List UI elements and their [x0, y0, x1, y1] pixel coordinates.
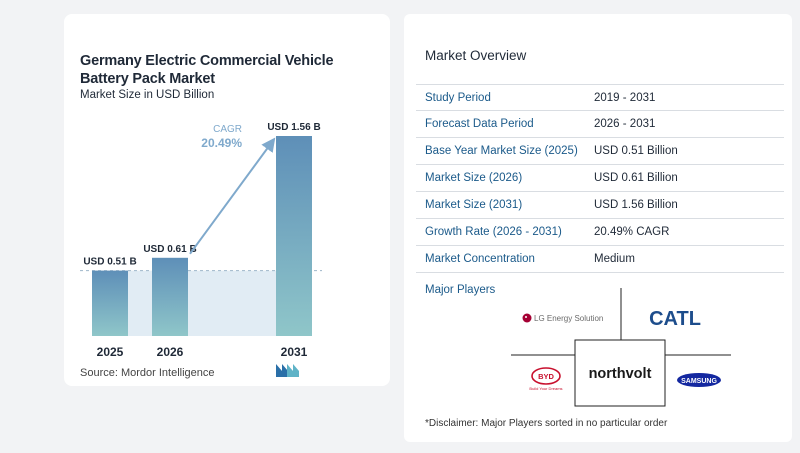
- chart-title: Germany Electric Commercial Vehicle Batt…: [80, 53, 334, 87]
- overview-row: Market Concentration Medium: [416, 246, 784, 273]
- x-tick-label: 2031: [281, 345, 308, 359]
- samsung-logo-text: SAMSUNG: [681, 378, 717, 385]
- overview-key: Market Concentration: [425, 253, 535, 265]
- major-players-title: Major Players: [425, 284, 496, 296]
- overview-key: Forecast Data Period: [425, 118, 534, 130]
- overview-value: USD 1.56 Billion: [594, 199, 678, 211]
- overview-value: USD 0.61 Billion: [594, 172, 678, 184]
- source-text: Source: Mordor Intelligence: [80, 367, 215, 379]
- overview-value: 2019 - 2031: [594, 91, 656, 104]
- overview-row: Base Year Market Size (2025) USD 0.51 Bi…: [416, 138, 784, 165]
- byd-logo-subtext: Build Your Dreams: [529, 386, 562, 391]
- lg-logo-text: LG Energy Solution: [534, 314, 603, 323]
- bar-2031: [276, 136, 312, 336]
- disclaimer-text: *Disclaimer: Major Players sorted in no …: [425, 418, 668, 429]
- bar-value-label: USD 0.51 B: [83, 257, 136, 268]
- overview-row: Market Size (2031) USD 1.56 Billion: [416, 192, 784, 219]
- overview-key: Market Size (2031): [425, 199, 523, 211]
- mordor-logo-icon: [276, 364, 299, 377]
- lg-energy-solution-logo: LG Energy Solution: [522, 313, 603, 323]
- cagr-arrow: [189, 137, 276, 255]
- overview-value: USD 0.51 Billion: [594, 145, 678, 157]
- bar-value-label: USD 1.56 B: [267, 122, 320, 133]
- x-tick-label: 2026: [157, 345, 184, 359]
- byd-logo-text: BYD: [538, 372, 554, 381]
- baseline-band: [92, 270, 312, 336]
- overview-title: Market Overview: [425, 48, 527, 63]
- northvolt-logo: northvolt: [589, 366, 652, 382]
- samsung-logo: SAMSUNG: [677, 373, 721, 387]
- cagr-label: CAGR: [213, 124, 242, 135]
- overview-key: Market Size (2026): [425, 172, 523, 184]
- overview-table: Study Period 2019 - 2031 Forecast Data P…: [416, 84, 784, 273]
- catl-logo: CATL: [649, 308, 701, 330]
- bar-2026: [152, 257, 188, 336]
- grid-cell: [574, 339, 666, 407]
- overview-value: 2026 - 2031: [594, 118, 656, 130]
- x-tick-label: 2025: [97, 345, 124, 359]
- overview-key: Growth Rate (2026 - 2031): [425, 226, 562, 238]
- overview-key: Study Period: [425, 91, 491, 104]
- overview-value: Medium: [594, 253, 635, 265]
- overview-value: 20.49% CAGR: [594, 226, 670, 238]
- overview-row: Market Size (2026) USD 0.61 Billion: [416, 165, 784, 192]
- bar-value-label: USD 0.61 B: [143, 244, 196, 255]
- major-players-grid: LG Energy Solution CATL BYD Build Your D…: [511, 288, 731, 407]
- overview-key: Base Year Market Size (2025): [425, 145, 578, 157]
- overview-row: Study Period 2019 - 2031: [416, 84, 784, 111]
- overview-row: Forecast Data Period 2026 - 2031: [416, 111, 784, 138]
- overview-row: Growth Rate (2026 - 2031) 20.49% CAGR: [416, 219, 784, 246]
- cagr-value: 20.49%: [201, 136, 242, 150]
- bar-2025: [92, 270, 128, 336]
- bar-chart: USD 0.51 B 2025 USD 0.61 B 2026 USD 1.56 B 20…: [80, 122, 322, 359]
- byd-logo: BYD Build Your Dreams: [529, 367, 563, 391]
- chart-subtitle: Market Size in USD Billion: [80, 89, 215, 101]
